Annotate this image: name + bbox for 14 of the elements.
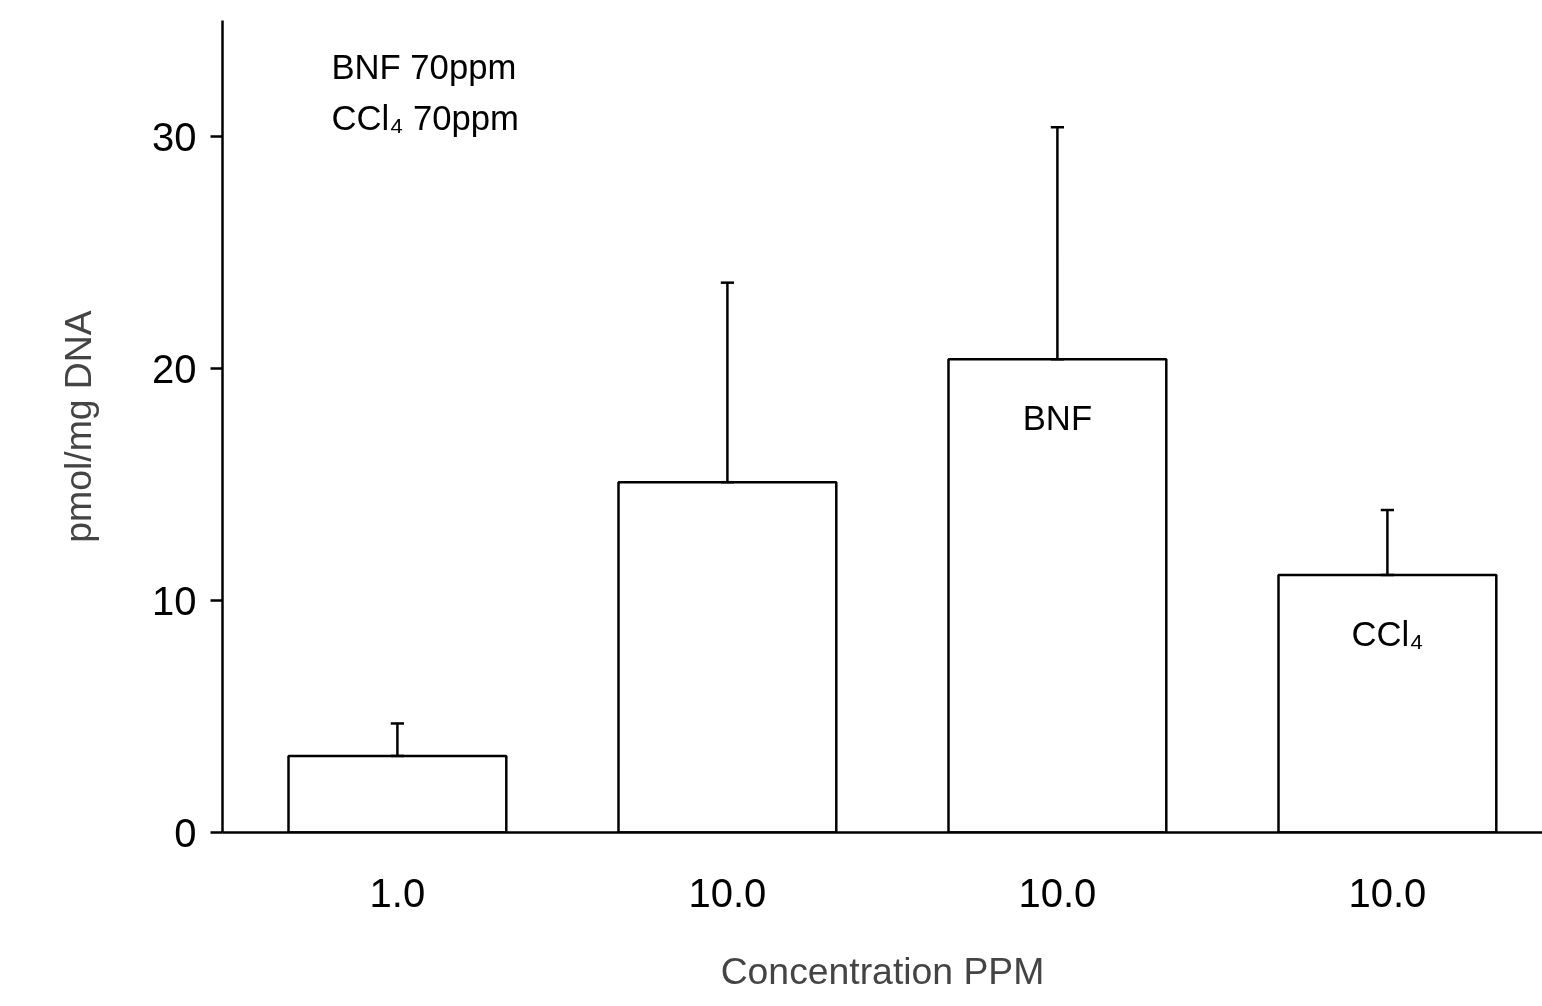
y-tick-label: 30 (152, 114, 197, 159)
x-axis-title: Concentration PPM (720, 949, 1045, 992)
annotation: BNF 70ppm (331, 48, 517, 87)
x-tick-label: 1.0 (369, 870, 426, 915)
x-tick-label: 10.0 (1018, 870, 1097, 915)
y-tick-label: 0 (174, 810, 197, 855)
annotation: CCl₄ 70ppm (331, 99, 519, 138)
y-tick-label: 20 (152, 346, 197, 391)
annotation: BNF (1022, 399, 1093, 438)
x-tick-label: 10.0 (1348, 870, 1427, 915)
x-tick-label: 10.0 (688, 870, 767, 915)
annotation: CCl₄ (1351, 614, 1424, 653)
y-tick-label: 10 (152, 578, 197, 623)
y-axis-title: pmol/mg DNA (57, 310, 100, 543)
